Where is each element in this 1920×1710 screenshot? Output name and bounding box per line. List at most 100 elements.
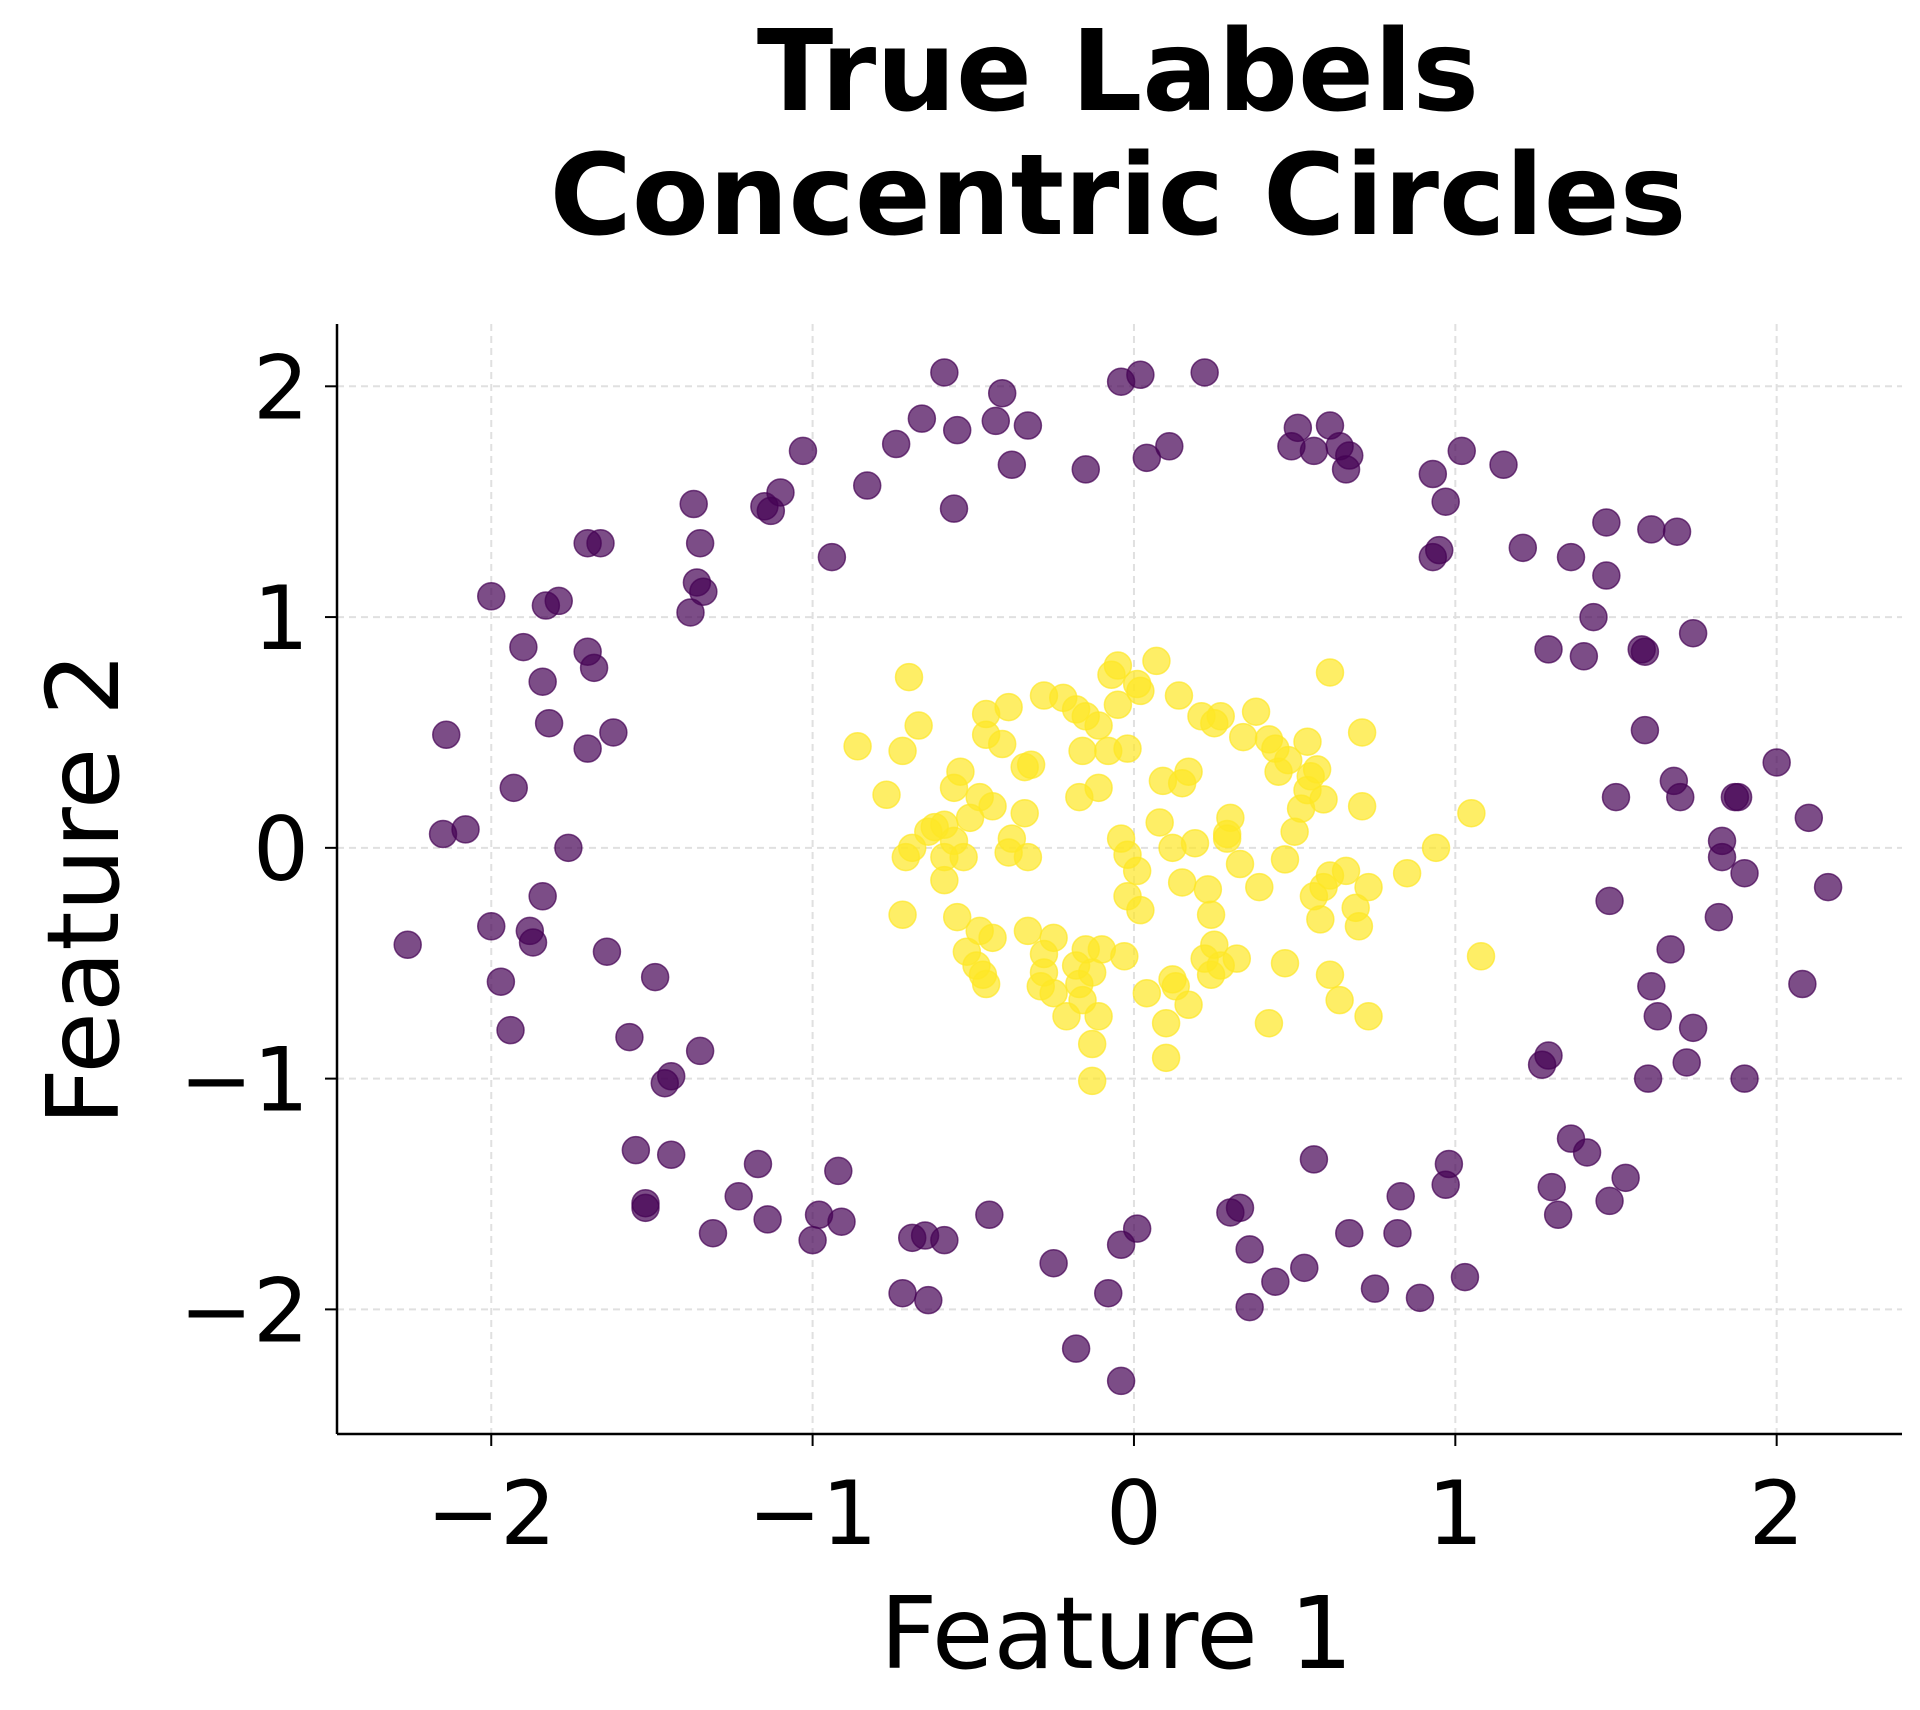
point [528,882,557,911]
point [1405,1283,1435,1313]
point [573,734,602,763]
point [798,1225,827,1255]
point [656,1140,686,1170]
point [1155,432,1184,461]
point [1347,792,1377,821]
point [1306,905,1335,934]
point [1254,1008,1284,1038]
point [586,528,615,558]
point [1077,1029,1107,1059]
point [518,928,548,957]
point [1280,817,1309,846]
point [676,598,705,627]
point [1527,1050,1557,1080]
point [579,653,609,683]
point [981,406,1011,436]
point [1315,960,1345,990]
point [1065,782,1094,812]
point [1293,727,1322,756]
point [907,404,937,433]
point [698,1218,728,1248]
point [978,923,1007,953]
point [930,358,959,387]
point [1013,411,1043,440]
point [1595,886,1624,916]
point [1601,782,1631,812]
point [827,1207,856,1236]
point [1392,858,1422,888]
point [1678,1013,1708,1043]
point [432,720,461,750]
point [1335,1218,1364,1248]
point [891,842,921,872]
point [486,967,516,996]
point [1151,1008,1181,1038]
point [1010,798,1039,828]
point [1678,618,1708,648]
point [1611,1163,1640,1193]
point [971,969,1001,999]
point [534,708,564,738]
x-tick-label: 0 [1106,1462,1162,1565]
point [1489,450,1518,480]
point [1174,757,1203,786]
point [1569,642,1599,671]
y-tick-label: 0 [253,798,309,901]
point [592,937,622,966]
point [942,415,972,445]
point [914,1285,943,1315]
x-axis-label: Feature 1 [880,1575,1353,1692]
point [1039,978,1068,1008]
point [1354,1002,1383,1031]
point [1466,942,1496,971]
point [1418,459,1448,489]
x-tick-label: −1 [748,1462,878,1565]
point [987,729,1017,759]
point [1290,1253,1319,1283]
point [1132,978,1162,1008]
point [1730,858,1759,888]
point [817,542,847,572]
point [1164,681,1194,710]
point [1556,542,1586,572]
point [994,692,1023,722]
point [724,1182,753,1211]
point [1180,828,1210,858]
point [1235,1235,1264,1264]
point [1572,1138,1602,1167]
point [1206,951,1235,980]
point [1672,1048,1701,1077]
point [987,378,1017,408]
point [477,582,506,611]
point [1039,1248,1068,1278]
point [679,489,708,519]
point [888,900,917,930]
point [1723,782,1753,812]
point [615,1022,644,1052]
point [1270,948,1300,978]
y-tick-label: −1 [179,1029,309,1132]
point [1013,842,1043,872]
point [1347,718,1377,747]
point [1637,972,1666,1001]
point [1707,842,1737,872]
point [1052,1002,1081,1031]
point [1013,916,1043,946]
point [1245,872,1274,902]
point [1077,1066,1107,1096]
point [930,865,959,895]
point [1656,935,1685,964]
point [1103,690,1133,720]
point [1309,785,1338,814]
point [852,471,882,500]
point [1068,736,1097,766]
point [1762,748,1791,777]
point [1225,849,1255,879]
point [1212,824,1242,853]
point [499,773,528,803]
point [1142,646,1171,676]
point [1730,1064,1759,1093]
point [599,718,628,747]
point [1331,455,1361,484]
point [1270,845,1300,874]
